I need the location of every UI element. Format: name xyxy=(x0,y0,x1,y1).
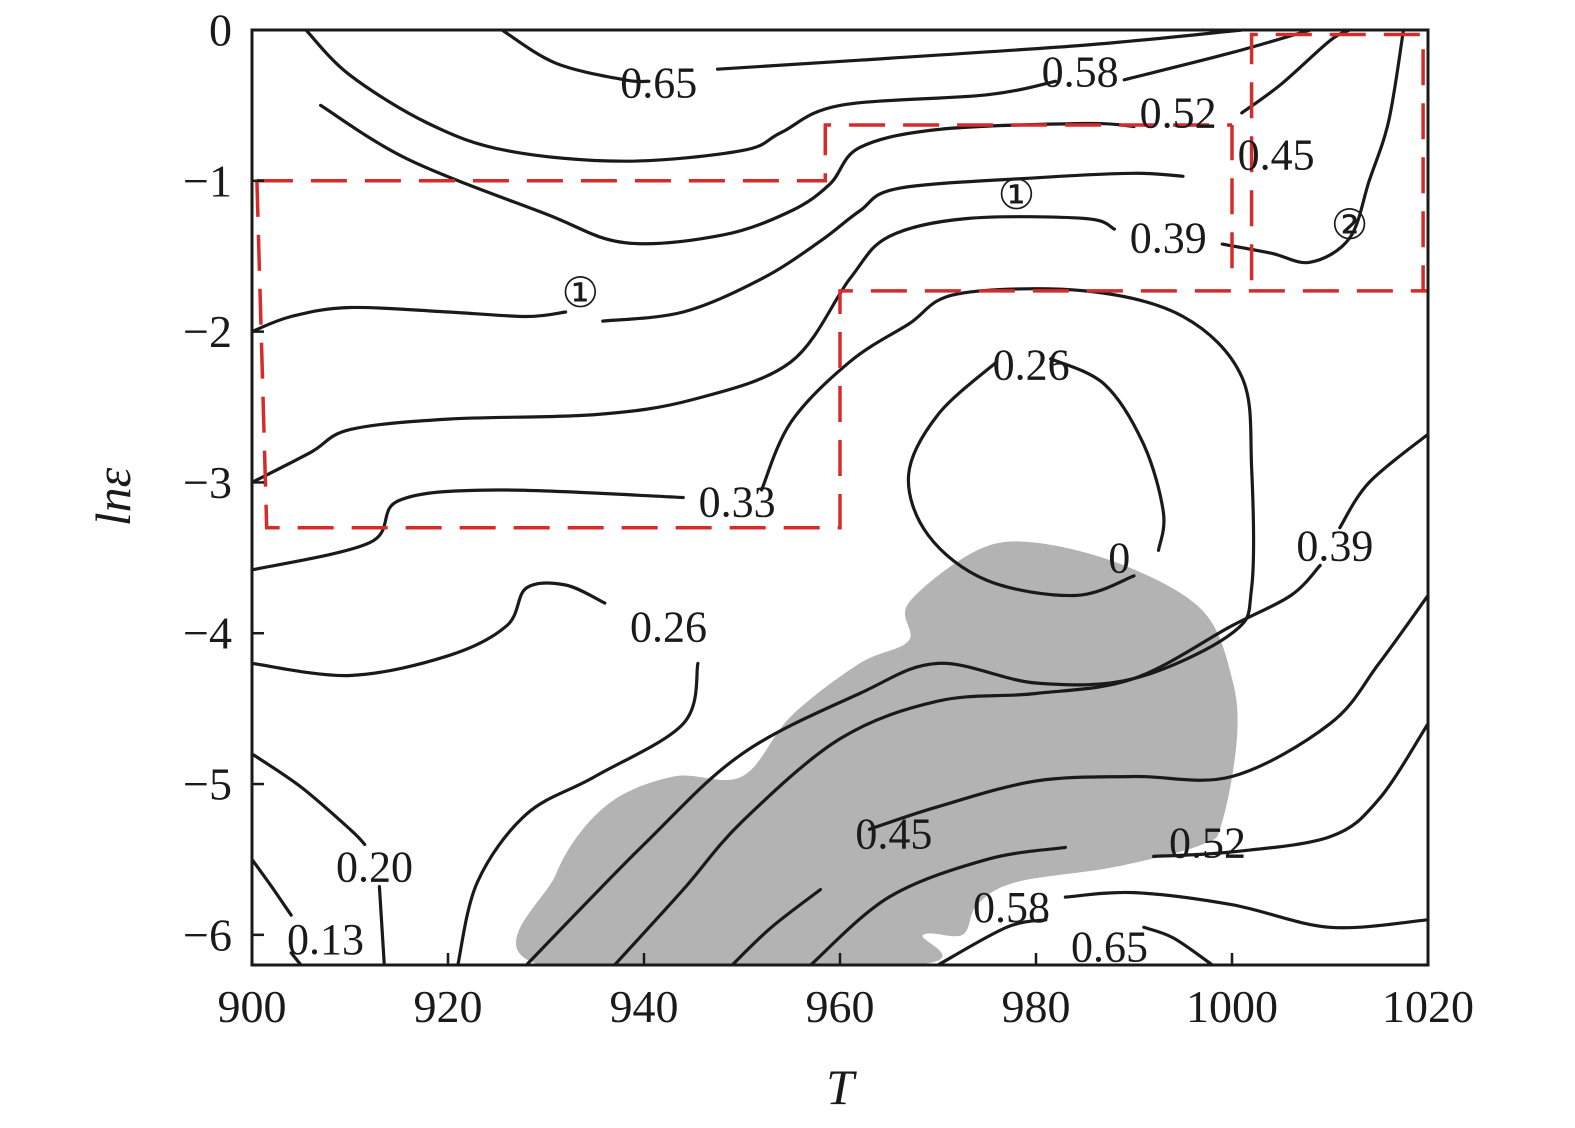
y-axis-title: lnε xyxy=(85,467,141,526)
contour-value-label: 0.52 xyxy=(1169,818,1246,867)
contour-line-0_65 xyxy=(500,30,651,84)
contour-line-0_52 xyxy=(809,845,1067,965)
contour-value-label: 0.65 xyxy=(620,58,697,107)
domain-box-dashed xyxy=(255,180,1428,530)
contour-line-0_52 xyxy=(1152,722,1428,858)
y-tick-label: −2 xyxy=(183,306,232,357)
contour-value-label: 0.45 xyxy=(1238,131,1315,180)
contour-line-0_26 xyxy=(1049,357,1166,552)
y-axis: 0 −1 −2 −3 −4 −5 −6 xyxy=(183,5,264,960)
contour-line-0_58 xyxy=(1063,890,1428,930)
contour-line-0_45 xyxy=(601,171,1185,323)
contour-line-0_20 xyxy=(377,885,386,965)
x-tick-label: 960 xyxy=(806,981,875,1032)
contour-line-0_20 xyxy=(252,752,367,846)
x-tick-label: 940 xyxy=(610,981,679,1032)
contour-line-0_45 xyxy=(252,305,568,334)
y-tick-label: 0 xyxy=(209,5,232,56)
contour-value-label: 0.65 xyxy=(1071,922,1148,971)
domain-boxes-layer xyxy=(255,32,1428,530)
contour-line-0_65 xyxy=(936,918,1048,965)
contour-value-label: 0.26 xyxy=(993,340,1070,389)
y-tick-label: −4 xyxy=(183,608,232,659)
contour-lines-layer xyxy=(252,30,1428,965)
contour-line-0_45 xyxy=(867,593,1428,831)
domain-box-dashed xyxy=(1249,32,1425,291)
y-tick-label: −6 xyxy=(183,909,232,960)
contour-line-0_39 xyxy=(613,563,1322,965)
contour-value-label: 0.58 xyxy=(1042,48,1119,97)
x-tick-label: 900 xyxy=(218,981,287,1032)
contour-value-label: 0.33 xyxy=(699,478,776,527)
domain-marker: ① xyxy=(561,271,599,317)
contour-line-0_33 xyxy=(524,287,1256,965)
x-tick-label: 1000 xyxy=(1186,981,1278,1032)
contour-labels-layer: 0.65 0.58 0.52 0.45 0.39 0.26 0.33 0 0.39 0.26 0.4… xyxy=(287,48,1373,972)
contour-line-0_39 xyxy=(1338,432,1428,530)
contour-line-0_33 xyxy=(252,488,685,572)
x-axis: 900 920 940 960 980 1000 1020 xyxy=(218,953,1474,1032)
instability-region xyxy=(516,541,1238,965)
contour-line-0_45 xyxy=(730,888,822,965)
y-tick-label: −5 xyxy=(183,759,232,810)
contour-line-0_26 xyxy=(252,581,607,678)
contour-line-0_39 xyxy=(1220,30,1406,265)
x-tick-label: 980 xyxy=(1002,981,1071,1032)
contour-line-0_39 xyxy=(252,215,1116,484)
contour-value-label: 0.52 xyxy=(1140,88,1217,137)
contour-value-label: 0.45 xyxy=(855,809,932,858)
contour-line-0_13 xyxy=(252,857,293,917)
x-tick-label: 1020 xyxy=(1382,981,1474,1032)
domain-marker: ① xyxy=(998,173,1036,219)
contour-line-0_65 xyxy=(1142,925,1214,965)
y-tick-label: −1 xyxy=(183,155,232,206)
contour-value-label: 0.39 xyxy=(1130,214,1207,263)
contour-line-0_58 xyxy=(304,30,1058,163)
x-axis-title: T xyxy=(826,1059,857,1115)
contour-line-0_26 xyxy=(456,661,700,965)
contour-value-label: 0.13 xyxy=(287,915,364,964)
contour-value-label: 0.58 xyxy=(973,883,1050,932)
x-tick-label: 920 xyxy=(414,981,483,1032)
instability-region-layer xyxy=(516,541,1238,965)
contour-value-label: 0.26 xyxy=(630,603,707,652)
contour-value-label: 0.39 xyxy=(1296,521,1373,570)
contour-value-label: 0 xyxy=(1108,533,1130,582)
contour-value-label: 0.20 xyxy=(336,843,413,892)
domain-marker: ② xyxy=(1331,203,1369,249)
contour-line-0_65 xyxy=(715,30,1244,71)
contour-line-0_26 xyxy=(906,360,1136,598)
y-tick-label: −3 xyxy=(183,457,232,508)
domain-box-dashed xyxy=(256,123,1232,183)
